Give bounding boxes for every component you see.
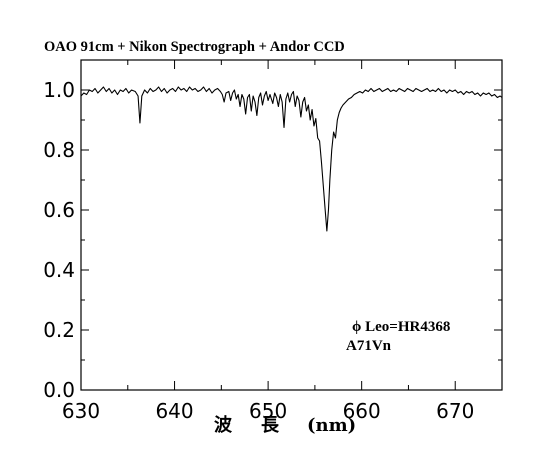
- x-axis: 630 640 650 660 670: [62, 60, 503, 423]
- x-tick-label: 660: [343, 399, 381, 423]
- x-tick-label: 640: [155, 399, 193, 423]
- y-tick-label: 0.6: [43, 198, 75, 222]
- xlabel-char-2: 長: [261, 415, 280, 436]
- spectrum-line: [80, 86, 503, 232]
- x-tick-label: 630: [62, 399, 100, 423]
- y-axis: 0.0 0.2 0.4 0.6 0.8 1.0: [43, 59, 502, 402]
- star-name-annotation: ϕ Leo=HR4368: [352, 319, 450, 335]
- y-tick-label: 0.0: [43, 378, 75, 402]
- chart-title: OAO 91cm + Nikon Spectrograph + Andor CC…: [44, 39, 345, 55]
- y-tick-label: 0.2: [43, 318, 75, 342]
- y-tick-label: 0.8: [43, 138, 75, 162]
- y-tick-label: 0.4: [43, 258, 75, 282]
- x-tick-label: 650: [249, 399, 287, 423]
- y-tick-label: 1.0: [43, 78, 75, 102]
- x-tick-label: 670: [436, 399, 474, 423]
- xlabel-unit: (nm): [307, 415, 356, 436]
- plot-frame: [80, 59, 503, 391]
- spectral-type-annotation: A71Vn: [346, 338, 392, 354]
- xlabel-char-1: 波: [214, 414, 233, 436]
